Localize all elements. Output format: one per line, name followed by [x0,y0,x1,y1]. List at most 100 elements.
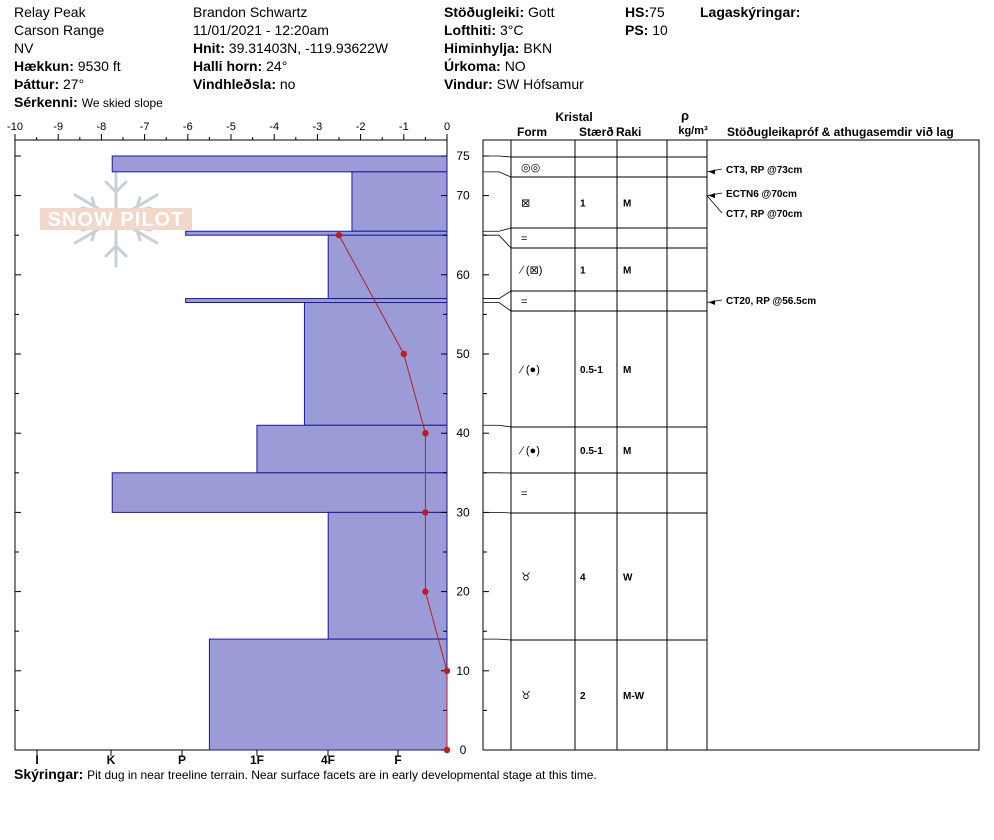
layer-connector [483,171,512,178]
temperature-point [422,430,429,437]
precip-row: Úrkoma: NO [444,57,584,75]
depth-tick-label: 30 [456,505,470,519]
layers-label: Lagaskýringar: [700,4,801,20]
hardness-tick-label: I [35,753,38,767]
stability-test-arrow [709,193,715,199]
top-tick-label: -8 [97,121,107,133]
sky-value: BKN [523,40,553,56]
top-tick-label: -4 [269,121,279,133]
layer-connector [483,290,512,299]
wind-label: Vindur: [444,76,493,92]
top-tick-label: -3 [313,121,323,133]
aspect-row: Þáttur: 27° [14,75,163,93]
layer-moisture: M [623,199,631,210]
hardness-tick-label: 4F [321,753,335,767]
sky-label: Himinhylja: [444,40,520,56]
precip-label: Úrkoma: [444,58,501,74]
layer-form-symbol: ♉ [521,690,531,702]
layer-form-symbol: ⁄ (⊠) [518,265,542,277]
layer-size: 2 [580,691,586,702]
aspect-label: Þáttur: [14,76,60,92]
stability-tests-header: Stöðugleikapróf & athugasemdir við lag [727,125,954,139]
hs-row: HS:75 [625,3,668,21]
hardness-bar-4 [185,298,448,304]
temperature-point [400,350,407,358]
layer-size: 0.5-1 [580,446,603,457]
snowpilot-watermark: SNOW PILOT [40,170,192,268]
density-symbol: ρ [681,108,689,123]
temperature-point [335,232,343,239]
hardness-tick-label: 1F [250,753,264,767]
stability-test-leader [706,195,723,214]
depth-tick-label: 20 [456,585,470,599]
ps-row: PS: 10 [625,21,668,39]
layer-connector [483,424,512,428]
hardness-bar-7 [111,472,448,513]
layer-connector [483,512,512,514]
temperature-axis: -10 -9 -8 -7 -6 -5 -4 -3 -2 -1 0 [7,121,450,140]
header-col2: Brandon Schwartz 11/01/2021 - 12:20am Hn… [193,3,388,93]
hs-label: HS: [625,4,650,20]
elevation-row: Hækkun: 9530 ft [14,57,163,75]
hardness-bar-5 [303,302,448,426]
header-col1: Relay Peak Carson Range NV Hækkun: 9530 … [14,3,163,112]
hardness-tick-label: P [178,753,186,767]
size-header: Stærð [579,125,614,139]
layer-form-symbol: = [521,296,527,308]
location: Relay Peak [14,4,86,20]
form-header: Form [517,125,547,139]
state: NV [14,40,34,56]
top-tick-label: 0 [444,121,450,133]
temperature-point [422,509,429,516]
temperature-point [443,667,451,674]
stability-test-label: CT20, RP @56.5cm [726,296,816,307]
coords-row: Hnit: 39.31403N, -119.93622W [193,39,388,57]
layer-form-symbol: ♉ [521,572,531,584]
hardness-bar-1 [351,171,448,232]
density-unit: kg/m³ [678,125,708,137]
layer-connector [483,234,512,249]
top-tick-label: -6 [183,121,193,133]
hardness-bar-0 [111,155,448,173]
layer-connector [483,227,512,232]
hardness-bar-9 [208,638,448,751]
top-tick-label: -9 [53,121,63,133]
hardness-tick-label: K [107,753,116,767]
depth-tick-label: 70 [456,189,470,203]
stability-test-label: CT3, RP @73cm [726,165,802,176]
hardness-bar-2 [185,230,448,236]
layer-form-symbol: ⊠ [521,198,530,210]
ps-label: PS: [625,22,649,38]
air-temp-row: Lofthiti: 3°C [444,21,584,39]
depth-tick-label: 10 [456,664,470,678]
watermark-text: SNOW PILOT [48,209,185,231]
layer-moisture: M [623,365,631,376]
wind-loading-value: no [279,76,296,92]
wind-value: SW Hófsamur [496,76,584,92]
slope-label: Halli horn: [193,58,263,74]
stability-test-arrow [709,300,715,306]
features-value: We skied slope [81,96,163,110]
air-temp-label: Lofthiti: [444,22,497,38]
top-tick-label: -10 [7,121,23,133]
top-tick-label: -1 [399,121,409,133]
top-tick-label: -7 [140,121,150,133]
stability-test-arrow [709,169,715,175]
layer-form-symbol: = [521,488,527,500]
moisture-header: Raki [616,125,641,139]
layer-table-frame [482,139,980,751]
features-label: Sérkenni: [14,94,78,110]
layer-moisture: M [623,266,631,277]
layer-size: 4 [580,573,586,584]
top-tick-label: -2 [356,121,366,133]
hardness-bar-8 [327,511,448,640]
top-tick-label: -5 [226,121,236,133]
hardness-axis: I K P 1F 4F F [35,750,402,767]
layer-moisture: M-W [623,691,645,702]
temperature-profile [335,232,451,754]
depth-axis: 0 10 20 30 40 50 60 70 75 [15,149,489,757]
header-col3: Stöðugleiki: Gott Lofthiti: 3°C Himinhyl… [444,3,584,93]
footer-label: Skýringar: [14,766,84,782]
layer-size: 0.5-1 [580,365,603,376]
layer-size: 1 [580,266,586,277]
